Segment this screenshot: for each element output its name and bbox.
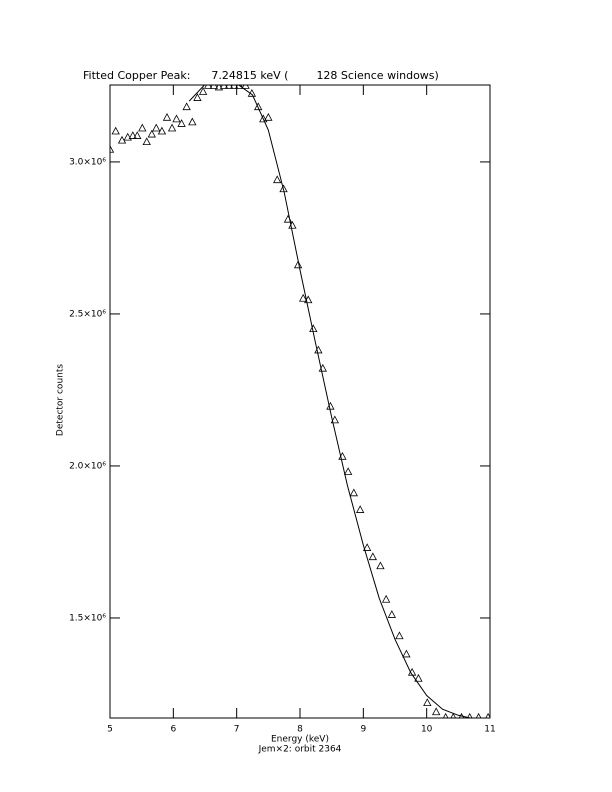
data-point — [110, 144, 115, 153]
y-axis-label: Detector counts — [56, 364, 66, 436]
x-axis-label: Energy (keV) — [271, 735, 329, 745]
data-point — [293, 260, 303, 269]
data-point — [142, 137, 151, 146]
data-point — [314, 345, 323, 354]
chart-title: Fitted Copper Peak: 7.24815 keV ( 128 Sc… — [83, 69, 439, 82]
data-point — [128, 131, 137, 139]
y-tick-label: 1.5×10⁶ — [69, 613, 106, 623]
data-point — [172, 114, 181, 123]
x-tick-label: 10 — [421, 725, 433, 735]
fit-curve — [188, 85, 473, 718]
data-point — [214, 85, 224, 91]
y-tick-label: 2.0×10⁶ — [69, 461, 106, 471]
data-point — [157, 126, 167, 135]
data-point — [254, 102, 263, 111]
data-point — [423, 698, 432, 707]
data-point — [162, 112, 172, 121]
data-point — [279, 184, 288, 193]
data-point — [209, 85, 219, 89]
data-point — [241, 85, 250, 89]
data-point — [431, 707, 441, 716]
x-tick-label: 11 — [484, 725, 495, 735]
data-point — [188, 117, 197, 126]
data-point — [182, 102, 191, 111]
data-point — [304, 295, 313, 304]
data-point — [123, 132, 132, 141]
data-point — [376, 561, 385, 570]
data-point — [229, 85, 239, 89]
data-point — [259, 114, 268, 123]
data-point — [152, 123, 161, 132]
x-tick-label: 9 — [360, 725, 366, 735]
data-point — [247, 88, 257, 97]
data-point — [318, 363, 327, 372]
data-point — [288, 220, 297, 229]
data-point — [343, 467, 353, 475]
data-point — [273, 175, 282, 184]
data-point — [111, 126, 120, 135]
data-point — [298, 293, 308, 302]
data-point — [381, 594, 391, 603]
plot-frame — [109, 84, 491, 719]
data-point — [355, 505, 365, 513]
plot-area — [110, 85, 490, 718]
data-point — [283, 214, 293, 223]
subtitle: Jem×2: orbit 2364 — [258, 745, 342, 755]
data-point — [235, 85, 244, 89]
data-point — [368, 552, 378, 561]
data-point — [349, 488, 359, 497]
data-point — [219, 85, 229, 89]
data-point — [326, 401, 335, 410]
data-point — [147, 129, 156, 138]
data-point — [264, 112, 273, 121]
data-point — [475, 712, 482, 718]
x-tick-label: 8 — [297, 725, 303, 735]
data-point — [402, 649, 411, 658]
data-point — [138, 123, 147, 132]
data-point — [193, 93, 202, 101]
data-point — [117, 135, 127, 144]
data-point — [458, 712, 465, 718]
data-point — [407, 667, 417, 676]
data-point — [177, 119, 186, 127]
data-point — [338, 451, 347, 460]
x-tick-label: 7 — [234, 725, 240, 735]
data-point — [167, 123, 177, 132]
data-point — [485, 712, 490, 718]
x-tick-label: 5 — [107, 725, 113, 735]
data-point — [133, 131, 142, 139]
data-point — [362, 543, 372, 551]
data-point — [198, 87, 208, 95]
data-point — [414, 673, 423, 682]
data-point — [330, 415, 340, 424]
data-point — [203, 85, 213, 89]
data-point — [309, 324, 318, 333]
x-tick-label: 6 — [170, 725, 176, 735]
data-point — [224, 85, 234, 89]
data-point — [450, 712, 457, 718]
data-point — [466, 712, 473, 718]
y-tick-label: 2.5×10⁶ — [69, 309, 106, 319]
data-point — [387, 610, 397, 618]
data-point — [395, 631, 404, 640]
data-point — [442, 712, 449, 718]
y-tick-label: 3.0×10⁶ — [69, 157, 106, 167]
